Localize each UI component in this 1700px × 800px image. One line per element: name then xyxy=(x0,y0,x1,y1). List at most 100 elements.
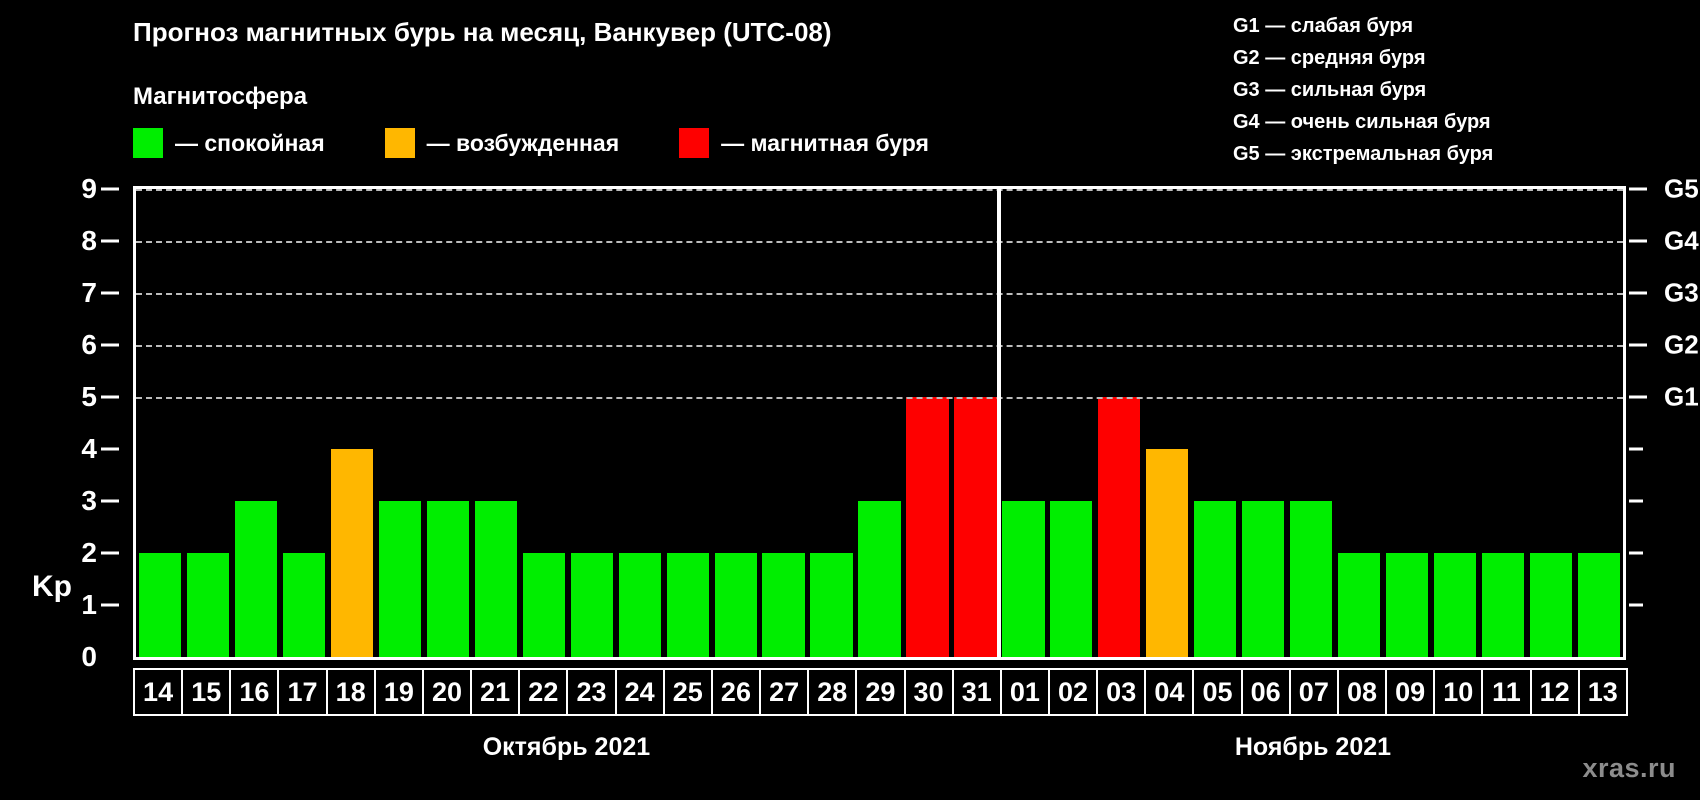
bar-04[interactable] xyxy=(1146,449,1189,657)
y-tick-mark-5 xyxy=(101,395,119,399)
bar-slot[interactable] xyxy=(568,189,616,657)
bar-slot[interactable] xyxy=(712,189,760,657)
bar-18[interactable] xyxy=(330,449,373,657)
bar-22[interactable] xyxy=(522,553,565,657)
bar-02[interactable] xyxy=(1050,501,1093,657)
bar-slot[interactable] xyxy=(520,189,568,657)
date-cell-13[interactable]: 13 xyxy=(1577,668,1628,716)
bar-24[interactable] xyxy=(618,553,661,657)
bar-29[interactable] xyxy=(858,501,901,657)
bar-19[interactable] xyxy=(378,501,421,657)
bar-slot[interactable] xyxy=(664,189,712,657)
bar-slot[interactable] xyxy=(1431,189,1479,657)
date-cell-15[interactable]: 15 xyxy=(181,668,232,716)
bar-14[interactable] xyxy=(138,553,182,657)
bar-slot[interactable] xyxy=(904,189,952,657)
y-tick-label-2: 2 xyxy=(81,537,97,568)
bar-26[interactable] xyxy=(714,553,757,657)
bar-16[interactable] xyxy=(234,501,278,657)
bar-slot[interactable] xyxy=(1143,189,1191,657)
date-cell-18[interactable]: 18 xyxy=(325,668,376,716)
bar-31[interactable] xyxy=(954,397,997,657)
bar-21[interactable] xyxy=(474,501,517,657)
date-cell-31[interactable]: 31 xyxy=(951,668,1002,716)
bar-12[interactable] xyxy=(1529,553,1573,657)
g-tick-label-g1: G1 xyxy=(1664,381,1699,412)
date-cell-06[interactable]: 06 xyxy=(1240,668,1291,716)
date-cell-07[interactable]: 07 xyxy=(1288,668,1339,716)
bar-11[interactable] xyxy=(1482,553,1525,657)
bar-25[interactable] xyxy=(666,553,709,657)
date-cell-27[interactable]: 27 xyxy=(759,668,810,716)
bar-09[interactable] xyxy=(1386,553,1429,657)
bar-10[interactable] xyxy=(1434,553,1477,657)
bar-05[interactable] xyxy=(1194,501,1237,657)
bar-slot[interactable] xyxy=(1383,189,1431,657)
date-cell-02[interactable]: 02 xyxy=(1047,668,1099,716)
y-tick-mark-3 xyxy=(101,499,119,503)
bar-07[interactable] xyxy=(1290,501,1333,657)
bar-slot[interactable] xyxy=(808,189,856,657)
date-cell-01[interactable]: 01 xyxy=(999,668,1050,716)
bar-slot[interactable] xyxy=(232,189,280,657)
bar-slot[interactable] xyxy=(1479,189,1527,657)
bar-slot[interactable] xyxy=(1095,189,1143,657)
date-cell-23[interactable]: 23 xyxy=(566,668,617,716)
date-cell-08[interactable]: 08 xyxy=(1336,668,1388,716)
bar-27[interactable] xyxy=(762,553,805,657)
date-cell-19[interactable]: 19 xyxy=(373,668,424,716)
date-cell-09[interactable]: 09 xyxy=(1385,668,1436,716)
date-cell-11[interactable]: 11 xyxy=(1481,668,1532,716)
bar-slot[interactable] xyxy=(1191,189,1239,657)
bar-slot[interactable] xyxy=(1575,189,1623,657)
date-cell-17[interactable]: 17 xyxy=(277,668,328,716)
bar-slot[interactable] xyxy=(280,189,328,657)
date-cell-05[interactable]: 05 xyxy=(1192,668,1243,716)
y-tick-label-0: 0 xyxy=(81,641,97,672)
bar-20[interactable] xyxy=(426,501,469,657)
date-cell-20[interactable]: 20 xyxy=(421,668,473,716)
bar-slot[interactable] xyxy=(328,189,376,657)
bar-slot[interactable] xyxy=(999,189,1047,657)
bar-slot[interactable] xyxy=(1047,189,1095,657)
bar-slot[interactable] xyxy=(184,189,232,657)
date-cell-21[interactable]: 21 xyxy=(470,668,521,716)
date-cell-03[interactable]: 03 xyxy=(1096,668,1147,716)
date-cell-04[interactable]: 04 xyxy=(1144,668,1195,716)
bar-slot[interactable] xyxy=(856,189,904,657)
bar-slot[interactable] xyxy=(136,189,184,657)
bar-08[interactable] xyxy=(1338,553,1381,657)
date-cell-16[interactable]: 16 xyxy=(229,668,280,716)
bar-slot[interactable] xyxy=(1335,189,1383,657)
date-cell-26[interactable]: 26 xyxy=(710,668,762,716)
bar-15[interactable] xyxy=(186,553,230,657)
bar-slot[interactable] xyxy=(951,189,999,657)
bar-slot[interactable] xyxy=(424,189,472,657)
date-cell-24[interactable]: 24 xyxy=(614,668,665,716)
date-cell-10[interactable]: 10 xyxy=(1433,668,1484,716)
bar-slot[interactable] xyxy=(1287,189,1335,657)
bar-slot[interactable] xyxy=(376,189,424,657)
g-tick-label-g4: G4 xyxy=(1664,225,1699,256)
date-cell-29[interactable]: 29 xyxy=(855,668,906,716)
date-cell-12[interactable]: 12 xyxy=(1529,668,1580,716)
bar-slot[interactable] xyxy=(760,189,808,657)
bar-slot[interactable] xyxy=(1239,189,1287,657)
date-cell-30[interactable]: 30 xyxy=(903,668,954,716)
date-cell-28[interactable]: 28 xyxy=(807,668,858,716)
date-cell-25[interactable]: 25 xyxy=(662,668,713,716)
bar-slot[interactable] xyxy=(616,189,664,657)
bar-01[interactable] xyxy=(1002,501,1045,657)
bar-17[interactable] xyxy=(282,553,325,657)
bar-06[interactable] xyxy=(1242,501,1285,657)
bar-30[interactable] xyxy=(906,397,949,657)
bar-slot[interactable] xyxy=(472,189,520,657)
bar-slot[interactable] xyxy=(1527,189,1575,657)
date-cell-22[interactable]: 22 xyxy=(518,668,569,716)
bar-28[interactable] xyxy=(810,553,853,657)
bar-03[interactable] xyxy=(1098,397,1141,657)
date-cell-14[interactable]: 14 xyxy=(133,668,184,716)
magnetosphere-legend: — спокойная — возбужденная — магнитная бур… xyxy=(133,128,989,158)
bar-23[interactable] xyxy=(570,553,613,657)
bar-13[interactable] xyxy=(1577,553,1621,657)
